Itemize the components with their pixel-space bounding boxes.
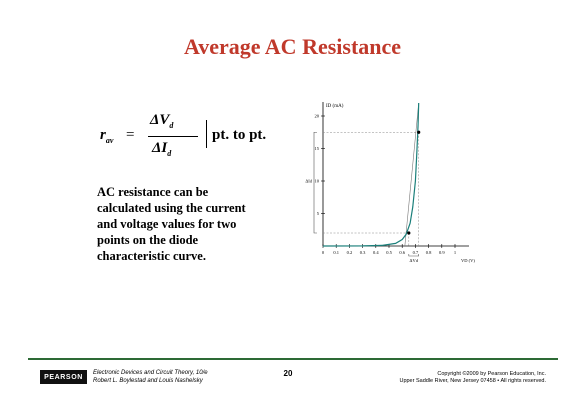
x-tick-label: 0 [322,250,325,255]
x-tick-label: 0.5 [386,250,392,255]
fraction-bar [148,136,198,137]
description-line: and voltage values for two [97,217,237,231]
x-tick-label: 1 [454,250,456,255]
delta-i-label: ΔId [305,179,312,184]
x-axis-label: VD (V) [461,258,475,263]
delta-i-bracket [313,131,317,234]
footer-book-title: Electronic Devices and Circuit Theory, 1… [93,370,208,376]
formula-suffix: pt. to pt. [212,127,267,143]
page-number: 20 [283,369,293,378]
delta-v-label: ΔVd [410,258,419,263]
formula-lhs: rav [100,127,114,145]
address-line: Upper Saddle River, New Jersey 07458 • A… [399,378,546,384]
evaluation-bar [206,120,208,148]
data-point [417,130,421,134]
footer-book-info: Electronic Devices and Circuit Theory, 1… [93,369,208,385]
footer-divider [28,358,558,360]
description-line: calculated using the current [97,201,246,215]
footer-authors: Robert L. Boylestad and Louis Nashelsky [93,378,203,384]
tangent-line [404,102,419,247]
y-axis-label: ID (mA) [326,104,344,109]
ac-resistance-formula: rav = ΔVd ΔId pt. to pt. [94,104,284,170]
footer-copyright: Copyright ©2009 by Pearson Education, In… [399,371,546,385]
x-tick-label: 0.6 [399,250,405,255]
formula-denominator: ΔId [152,140,172,158]
y-tick-label: 15 [315,146,320,151]
x-tick-label: 0.2 [347,250,353,255]
y-tick-label: 5 [317,211,320,216]
y-tick-label: 10 [315,179,320,184]
x-tick-label: 0.7 [413,250,419,255]
slide-title: Average AC Resistance [183,34,402,59]
x-tick-label: 0.9 [439,250,445,255]
description-text: AC resistance can be calculated using th… [97,184,287,264]
x-tick-label: 0.8 [426,250,432,255]
delta-v-bracket [408,254,419,257]
copyright-line: Copyright ©2009 by Pearson Education, In… [437,371,546,377]
formula-equals: = [126,127,135,143]
description-line: AC resistance can be [97,185,209,199]
pearson-logo: PEARSON [40,370,87,384]
description-line: characteristic curve. [97,249,206,263]
y-tick-label: 20 [315,114,320,119]
description-line: points on the diode [97,233,199,247]
data-point [407,231,411,235]
x-tick-label: 0.1 [333,250,339,255]
x-tick-label: 0.3 [360,250,366,255]
diode-curve-line [322,102,420,247]
formula-numerator: ΔVd [150,112,174,130]
x-tick-label: 0.4 [373,250,379,255]
diode-characteristic-graph: ID (mA) VD (V) 5 10 15 20 0 0.1 0.2 0.3 0.4 0.5 0.6 0… [305,102,475,263]
